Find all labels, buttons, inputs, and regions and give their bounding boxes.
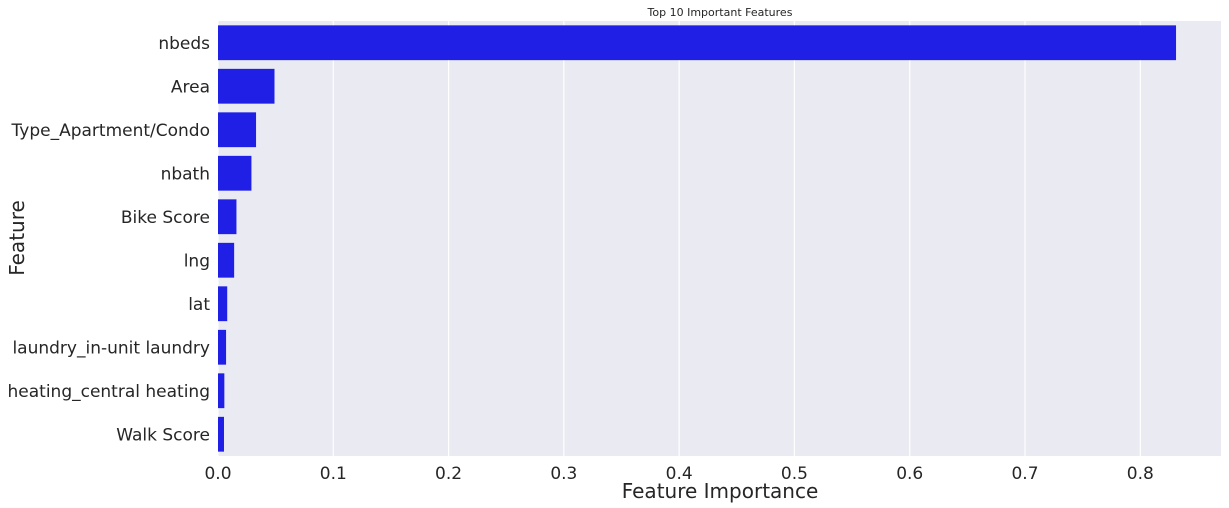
x-axis-title: Feature Importance	[622, 479, 819, 503]
y-tick-label: laundry_in-unit laundry	[12, 338, 210, 358]
x-tick-label: 0.6	[896, 464, 923, 484]
bar	[218, 242, 235, 278]
y-tick-label: nbeds	[158, 34, 210, 54]
y-tick-label: lat	[188, 295, 210, 315]
x-tick-labels: 0.0 0.1 0.2 0.3 0.4 0.5 0.6 0.7 0.8	[204, 464, 1153, 484]
bar	[218, 416, 224, 452]
bar	[218, 329, 227, 365]
y-tick-label: nbath	[161, 164, 210, 184]
x-tick-label: 0.4	[666, 464, 693, 484]
y-tick-label: Walk Score	[116, 425, 210, 445]
y-tick-label: Type_Apartment/Condo	[11, 121, 210, 141]
bar	[218, 199, 237, 235]
grid-lines	[217, 21, 1141, 456]
x-tick-label: 0.8	[1127, 464, 1154, 484]
chart-title: Top 10 Important Features	[647, 6, 793, 19]
bar	[218, 373, 225, 409]
bar	[218, 286, 228, 322]
x-tick-label: 0.5	[781, 464, 808, 484]
bar	[218, 25, 1177, 61]
bar	[218, 155, 252, 191]
y-tick-label: lng	[184, 251, 210, 271]
y-axis-title: Feature	[5, 200, 29, 276]
y-tick-label: heating_central heating	[8, 382, 211, 402]
y-tick-label: Area	[171, 77, 210, 97]
x-tick-label: 0.0	[204, 464, 231, 484]
bars	[218, 25, 1177, 452]
bar	[218, 112, 257, 148]
x-tick-label: 0.7	[1011, 464, 1038, 484]
x-tick-label: 0.1	[320, 464, 347, 484]
bar	[218, 68, 275, 104]
y-tick-label: Bike Score	[121, 208, 210, 228]
plot-area	[218, 21, 1221, 456]
x-tick-label: 0.2	[435, 464, 462, 484]
x-tick-label: 0.3	[550, 464, 577, 484]
